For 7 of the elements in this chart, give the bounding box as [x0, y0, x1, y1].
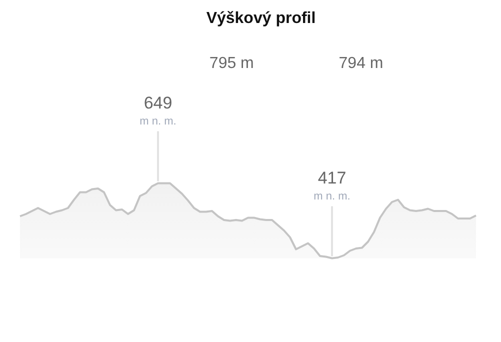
text: 794 m	[338, 55, 384, 72]
text: 795 m	[209, 55, 254, 72]
chart-title: Výškový profil	[206, 10, 316, 27]
text: m n. m.	[140, 115, 176, 128]
annotation: 417	[318, 168, 346, 188]
annotation: m n. m.	[314, 190, 350, 202]
text: 649	[144, 93, 172, 112]
